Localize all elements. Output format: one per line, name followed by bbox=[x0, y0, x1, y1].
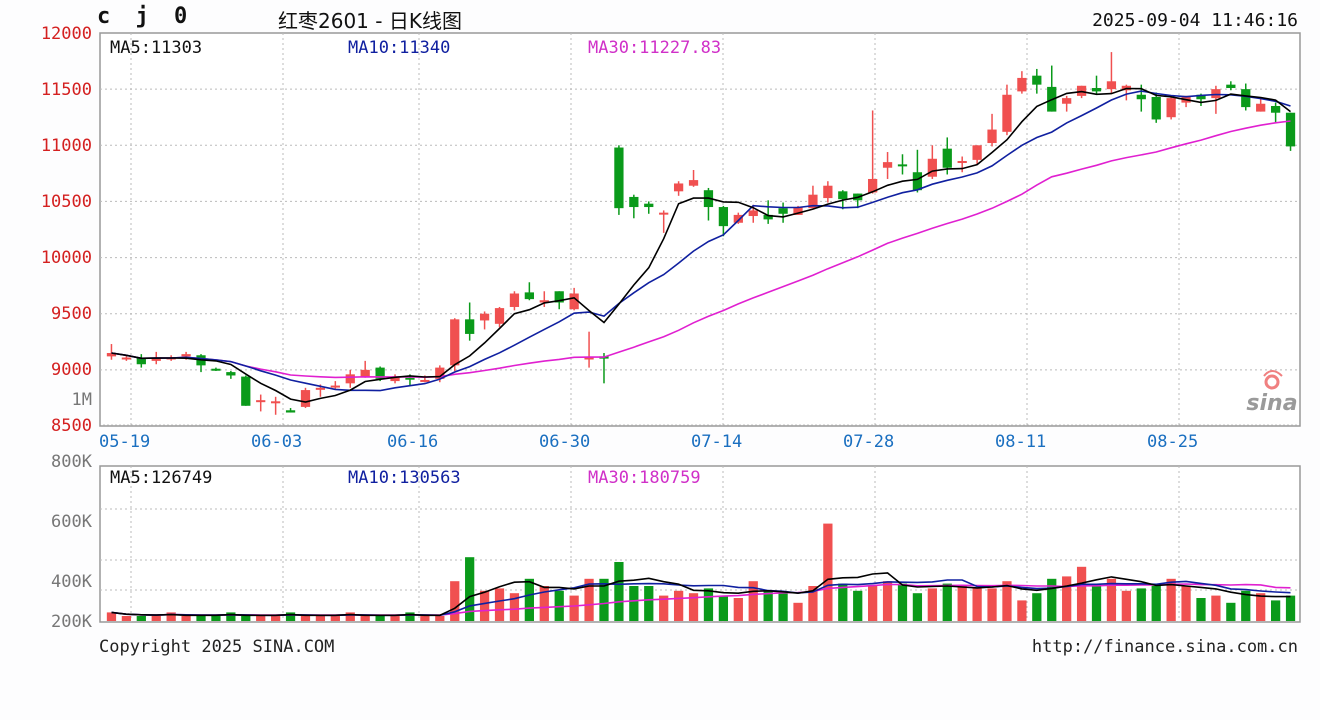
symbol-code: c j 0 bbox=[97, 4, 194, 29]
date-tick: 06-16 bbox=[387, 432, 439, 452]
scale-label-1m: 1M bbox=[71, 390, 92, 410]
price-tick: 10000 bbox=[40, 248, 92, 268]
chart-title: 红枣2601 - 日K线图 bbox=[278, 9, 462, 33]
svg-text:sina: sina bbox=[1246, 391, 1297, 414]
price-ma5-label: MA5:11303 bbox=[110, 38, 203, 58]
date-tick: 05-19 bbox=[99, 432, 151, 452]
price-tick: 9500 bbox=[51, 304, 92, 324]
source-url-link[interactable]: http://finance.sina.com.cn bbox=[1031, 637, 1298, 657]
volume-ma10-label: MA10:130563 bbox=[348, 468, 461, 488]
date-tick: 07-28 bbox=[843, 432, 895, 452]
date-tick: 08-25 bbox=[1147, 432, 1199, 452]
price-tick: 8500 bbox=[51, 416, 92, 436]
timestamp: 2025-09-04 11:46:16 bbox=[1092, 10, 1298, 31]
volume-tick: 400K bbox=[51, 572, 92, 592]
price-tick: 9000 bbox=[51, 360, 92, 380]
price-tick: 11500 bbox=[40, 80, 92, 100]
date-tick: 08-11 bbox=[995, 432, 1047, 452]
volume-ma5-label: MA5:126749 bbox=[110, 468, 213, 488]
price-ma10-label: MA10:11340 bbox=[348, 38, 451, 58]
date-tick: 06-30 bbox=[539, 432, 591, 452]
price-tick: 10500 bbox=[40, 192, 92, 212]
date-tick: 06-03 bbox=[251, 432, 303, 452]
price-tick: 12000 bbox=[40, 24, 92, 44]
volume-tick: 600K bbox=[51, 512, 92, 532]
date-tick: 07-14 bbox=[691, 432, 743, 452]
sina-logo-icon: sina bbox=[1246, 370, 1298, 414]
volume-tick: 200K bbox=[51, 612, 92, 632]
price-tick: 11000 bbox=[40, 136, 92, 156]
price-ma30-label: MA30:11227.83 bbox=[588, 38, 722, 58]
copyright-text: Copyright 2025 SINA.COM bbox=[99, 637, 335, 657]
volume-ma30-label: MA30:180759 bbox=[588, 468, 701, 488]
volume-tick: 800K bbox=[51, 452, 92, 472]
